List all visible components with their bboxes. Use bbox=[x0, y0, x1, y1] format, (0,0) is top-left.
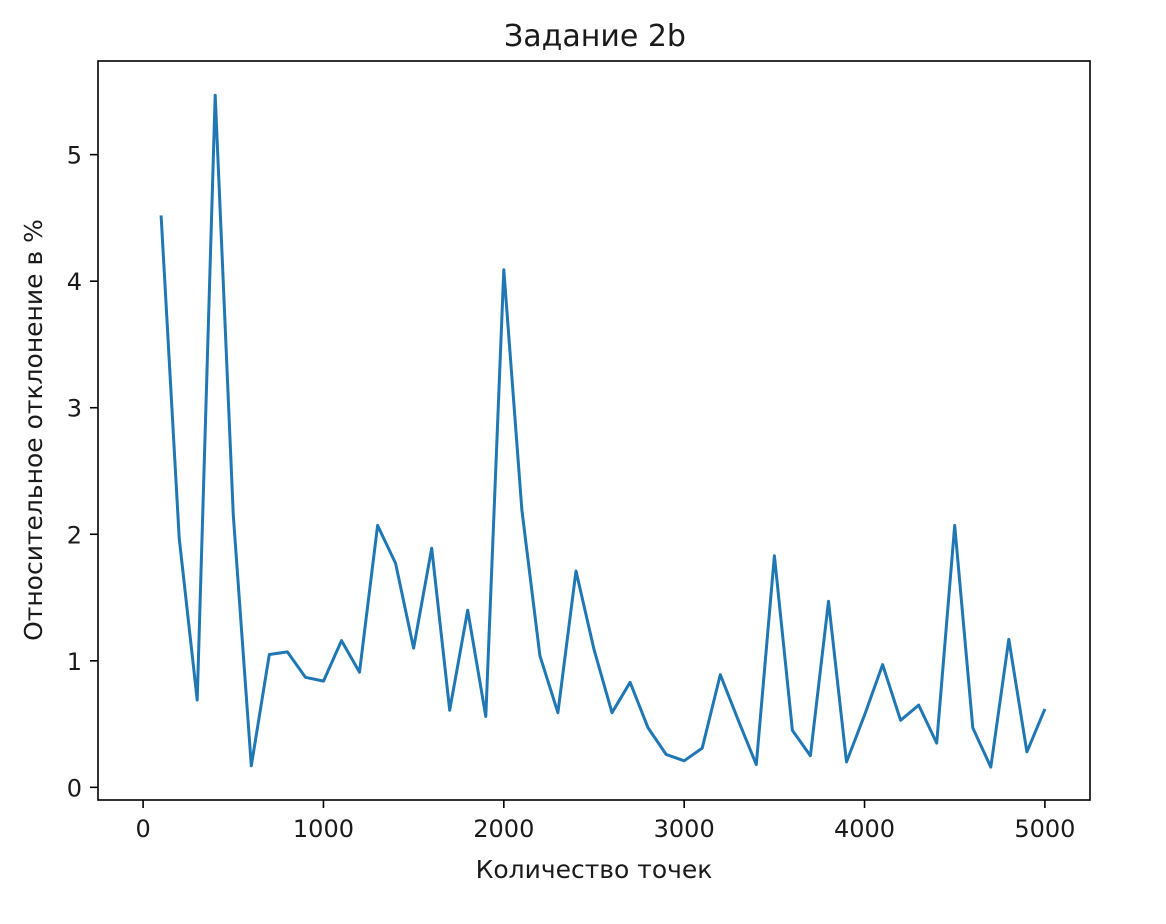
y-axis-label: Относительное отклонение в % bbox=[19, 219, 48, 641]
chart-title: Задание 2b bbox=[504, 19, 686, 54]
y-tick-label: 2 bbox=[67, 521, 82, 549]
y-axis-ticks: 0 1 2 3 4 5 bbox=[67, 142, 98, 802]
plot-frame bbox=[97, 60, 1091, 801]
series-group bbox=[159, 93, 1047, 769]
y-tick-label: 1 bbox=[67, 648, 82, 676]
x-tick-label: 4000 bbox=[834, 815, 895, 843]
x-axis-ticks: 0 1000 2000 3000 4000 5000 bbox=[135, 800, 1075, 843]
y-tick-label: 4 bbox=[67, 268, 82, 296]
series-line bbox=[159, 93, 1047, 769]
y-tick-label: 5 bbox=[67, 142, 82, 170]
x-tick-label: 1000 bbox=[293, 815, 354, 843]
y-tick-label: 0 bbox=[67, 774, 82, 802]
x-tick-label: 3000 bbox=[654, 815, 715, 843]
y-tick-label: 3 bbox=[67, 395, 82, 423]
x-tick-label: 2000 bbox=[473, 815, 534, 843]
x-axis-label: Количество точек bbox=[476, 855, 713, 884]
x-tick-label: 5000 bbox=[1014, 815, 1075, 843]
x-tick-label: 0 bbox=[135, 815, 150, 843]
